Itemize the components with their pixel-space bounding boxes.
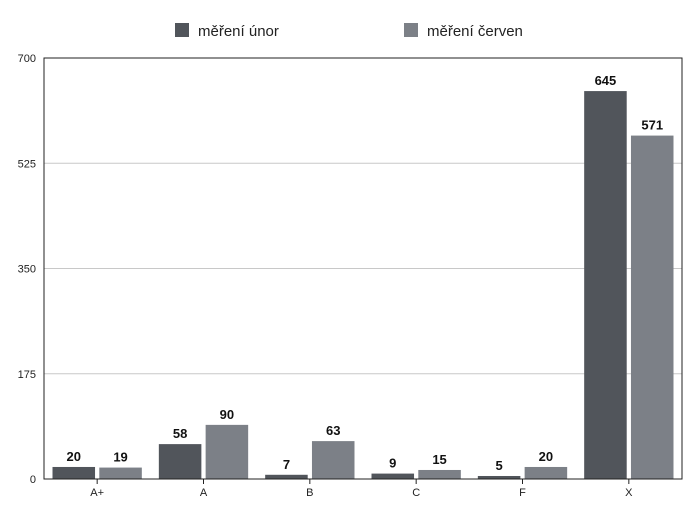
x-tick-label: F bbox=[519, 487, 526, 499]
bar-series-0-F bbox=[477, 475, 521, 479]
y-axis: 0 175 350 525 700 bbox=[18, 53, 36, 486]
data-label-series-1-A: 90 bbox=[220, 407, 234, 422]
data-label-series-1-A+: 19 bbox=[113, 450, 127, 465]
x-tick-label: A+ bbox=[90, 487, 104, 499]
legend-label-series-0: měření únor bbox=[198, 23, 279, 40]
bar-series-0-X bbox=[584, 91, 627, 479]
data-labels: 20 19 58 90 7 63 9 15 5 20 645 571 bbox=[67, 73, 664, 473]
x-tick-label: C bbox=[412, 487, 420, 499]
data-label-series-0-A: 58 bbox=[173, 426, 187, 441]
data-label-series-0-X: 645 bbox=[595, 73, 617, 88]
bars bbox=[52, 91, 674, 479]
y-tick-label: 175 bbox=[18, 369, 36, 381]
bar-series-0-C bbox=[371, 473, 415, 479]
legend-swatch-series-0 bbox=[175, 23, 189, 37]
bar-series-1-F bbox=[524, 466, 568, 479]
bar-series-1-A bbox=[205, 424, 249, 479]
bar-series-1-X bbox=[630, 135, 674, 479]
bar-series-0-B bbox=[265, 474, 308, 479]
legend-swatch-series-1 bbox=[404, 23, 418, 37]
data-label-series-1-F: 20 bbox=[539, 449, 553, 464]
y-tick-label: 350 bbox=[18, 264, 36, 276]
data-label-series-1-C: 15 bbox=[432, 452, 446, 467]
data-label-series-1-X: 571 bbox=[641, 118, 663, 133]
bar-series-0-A+ bbox=[52, 466, 96, 479]
plot-frame bbox=[43, 57, 683, 480]
data-label-series-0-B: 7 bbox=[283, 457, 290, 472]
bar-series-1-B bbox=[311, 441, 355, 479]
data-label-series-0-C: 9 bbox=[389, 456, 396, 471]
bar-series-1-A+ bbox=[99, 467, 142, 479]
y-tick-label: 525 bbox=[18, 158, 36, 170]
x-axis: A+ A B C F X bbox=[90, 479, 633, 499]
legend: měření únor měření červen bbox=[175, 23, 523, 40]
x-tick-label: X bbox=[625, 487, 633, 499]
x-tick-label: B bbox=[306, 487, 313, 499]
bar-series-1-C bbox=[418, 469, 461, 479]
gridlines bbox=[44, 162, 682, 375]
data-label-series-1-B: 63 bbox=[326, 423, 340, 438]
legend-label-series-1: měření červen bbox=[427, 23, 523, 40]
x-tick-label: A bbox=[200, 487, 208, 499]
bar-series-0-A bbox=[158, 444, 202, 479]
data-label-series-0-A+: 20 bbox=[67, 449, 81, 464]
y-tick-label: 700 bbox=[18, 53, 36, 65]
data-label-series-0-F: 5 bbox=[495, 458, 502, 473]
y-tick-label: 0 bbox=[30, 474, 36, 486]
